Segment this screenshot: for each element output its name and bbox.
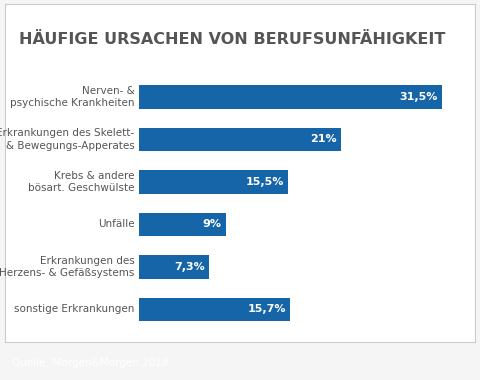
Text: 7,3%: 7,3% (175, 262, 205, 272)
Text: Erkrankungen des Skelett-
& Bewegungs-Apperates: Erkrankungen des Skelett- & Bewegungs-Ap… (0, 128, 134, 150)
Bar (139, 85, 442, 109)
Text: sonstige Erkrankungen: sonstige Erkrankungen (14, 304, 134, 314)
Text: 31,5%: 31,5% (399, 92, 438, 102)
Bar (139, 255, 209, 279)
Bar (139, 170, 288, 193)
Text: Unfälle: Unfälle (98, 219, 134, 230)
Text: 21%: 21% (311, 135, 337, 144)
Text: 15,5%: 15,5% (246, 177, 284, 187)
Text: Quelle: Morgen&Morgen 2018: Quelle: Morgen&Morgen 2018 (12, 358, 168, 368)
Text: 15,7%: 15,7% (248, 304, 286, 314)
Bar (139, 128, 341, 151)
Bar (139, 213, 226, 236)
Bar (139, 298, 290, 321)
Text: HÄUFIGE URSACHEN VON BERUFSUNFÄHIGKEIT: HÄUFIGE URSACHEN VON BERUFSUNFÄHIGKEIT (19, 32, 445, 47)
Text: Nerven- &
psychische Krankheiten: Nerven- & psychische Krankheiten (10, 86, 134, 108)
Text: 9%: 9% (203, 219, 222, 230)
Text: Krebs & andere
bösart. Geschwülste: Krebs & andere bösart. Geschwülste (28, 171, 134, 193)
Text: Erkrankungen des
Herzens- & Gefäßsystems: Erkrankungen des Herzens- & Gefäßsystems (0, 256, 134, 278)
